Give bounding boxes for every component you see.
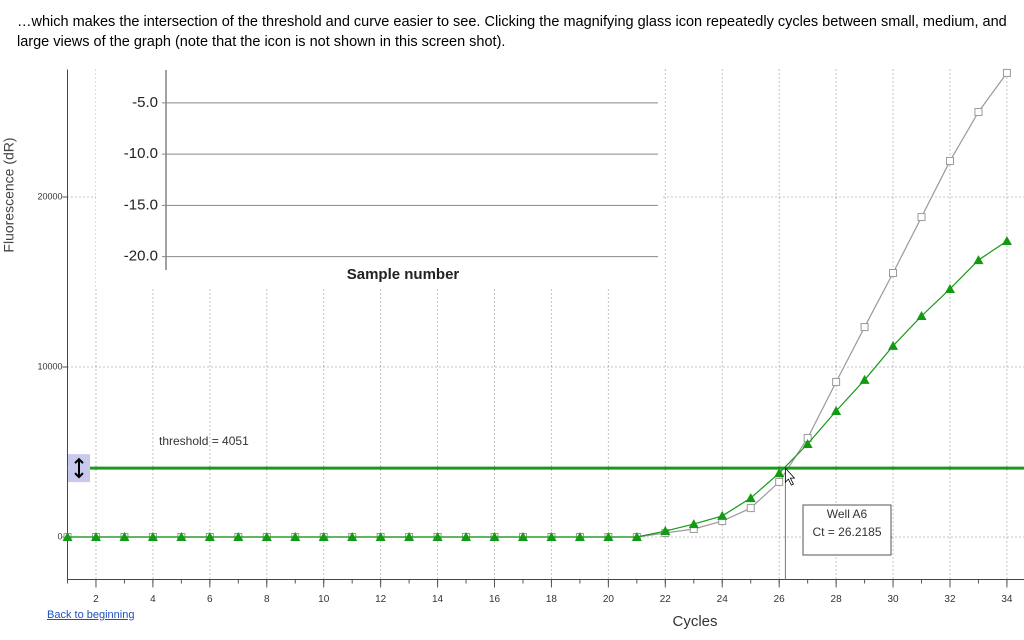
point [404, 532, 415, 541]
point [574, 532, 585, 541]
y-tick-label: 0 [57, 531, 62, 541]
x-tick-label: 18 [546, 594, 558, 605]
x-tick-label: 16 [489, 594, 501, 605]
point [147, 532, 158, 541]
point [660, 526, 671, 536]
point [745, 493, 756, 503]
point [717, 510, 728, 520]
point [1002, 68, 1011, 77]
x-tick-label: 6 [207, 594, 213, 605]
inset-x-axis-title: Sample number [347, 266, 460, 283]
y-tick-label: 10000 [37, 361, 62, 371]
point [888, 340, 899, 350]
point [1001, 236, 1012, 246]
x-tick-label: 10 [318, 594, 330, 605]
threshold-handle-icon [74, 457, 84, 479]
annotation-title: Well A6 [827, 507, 868, 521]
caption: …which makes the intersection of the thr… [17, 14, 1007, 50]
point [517, 532, 528, 541]
inset-y-tick-label: -20.0 [124, 248, 158, 265]
point [832, 377, 841, 386]
inset-y-tick-label: -5.0 [132, 94, 158, 111]
inset-panel [96, 69, 662, 290]
point [489, 532, 500, 541]
point [974, 108, 983, 116]
x-tick-label: 24 [717, 594, 729, 605]
y-axis-title: Fluorescence (dR) [1, 137, 17, 252]
x-tick-label: 20 [603, 594, 615, 605]
point [916, 311, 927, 320]
point [860, 323, 869, 332]
point [432, 532, 443, 541]
point [603, 532, 614, 541]
point [119, 532, 130, 541]
point [944, 283, 955, 293]
point [261, 532, 272, 541]
x-tick-label: 30 [887, 594, 899, 605]
x-tick-label: 22 [660, 594, 672, 605]
point [631, 532, 642, 541]
point [973, 255, 984, 265]
point [90, 532, 101, 541]
annotation-box [802, 504, 892, 556]
point [233, 532, 244, 541]
point [688, 519, 699, 529]
inset-y-tick-label: -15.0 [124, 196, 158, 213]
point [318, 532, 329, 541]
point [546, 532, 557, 541]
y-tick-label: 20000 [37, 191, 62, 201]
point [774, 468, 785, 478]
x-tick-label: 34 [1001, 594, 1013, 605]
point [775, 477, 784, 486]
back-link[interactable]: Back to beginning [47, 609, 135, 621]
point [461, 532, 472, 541]
inset-y-tick-label: -10.0 [124, 145, 158, 162]
x-tick-label: 28 [831, 594, 843, 605]
point [62, 532, 73, 541]
point [859, 374, 870, 384]
point [945, 156, 954, 165]
point [375, 532, 386, 541]
point [889, 268, 898, 277]
annotation-label: Ct = 26.2185 [812, 525, 881, 539]
x-tick-label: 4 [150, 594, 156, 605]
point [917, 213, 926, 222]
point [831, 406, 842, 416]
point [176, 532, 187, 541]
point [204, 532, 215, 541]
x-tick-label: 26 [774, 594, 786, 605]
x-tick-label: 14 [432, 594, 444, 605]
series-line [67, 240, 1008, 538]
x-tick-label: 32 [944, 594, 956, 605]
x-tick-label: 12 [375, 594, 387, 605]
point [746, 504, 755, 513]
x-axis-title: Cycles [672, 613, 717, 630]
point [347, 532, 358, 541]
point [290, 532, 301, 541]
x-tick-label: 2 [93, 594, 99, 605]
cursor [785, 467, 796, 486]
point [802, 439, 813, 449]
x-tick-label: 8 [264, 594, 270, 605]
threshold-label: threshold = 4051 [159, 434, 249, 448]
